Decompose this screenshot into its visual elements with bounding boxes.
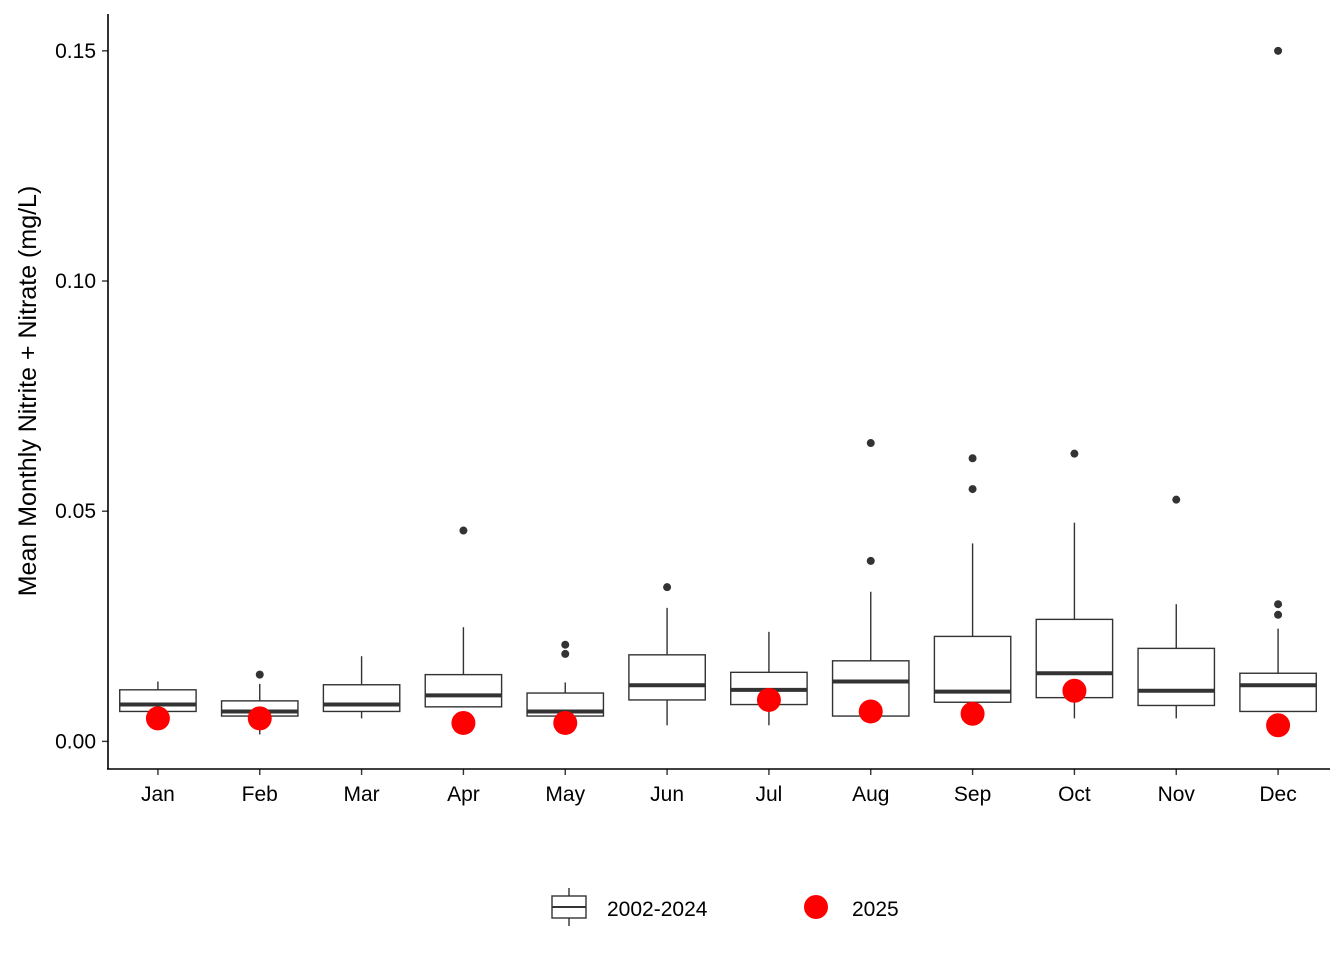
x-tick-label: Dec bbox=[1259, 783, 1296, 806]
outlier-point bbox=[968, 485, 977, 494]
box-iqr bbox=[628, 654, 706, 701]
box-nov bbox=[1137, 495, 1216, 719]
box-mar bbox=[322, 656, 401, 719]
outlier-point bbox=[968, 454, 977, 463]
box-iqr bbox=[424, 673, 503, 708]
point-2025-feb bbox=[247, 706, 272, 731]
point-2025-sep bbox=[960, 701, 985, 726]
point-2025-may bbox=[553, 710, 578, 735]
box-may bbox=[526, 640, 605, 717]
outlier-point bbox=[1274, 600, 1283, 609]
legend-label-2002-2024: 2002-2024 bbox=[607, 898, 708, 921]
box-iqr bbox=[1137, 647, 1216, 707]
x-tick-label: Jun bbox=[650, 783, 684, 806]
outlier-point bbox=[1070, 449, 1079, 458]
y-axis-ticks: 0.00 0.05 0.10 0.15 bbox=[55, 40, 108, 753]
point-2025-oct bbox=[1062, 678, 1087, 703]
point-2025-dec bbox=[1266, 713, 1291, 738]
outlier-point bbox=[459, 526, 468, 535]
box-apr bbox=[424, 526, 503, 708]
outlier-point bbox=[663, 583, 672, 592]
legend-point-key bbox=[804, 895, 828, 919]
y-tick-label: 0.15 bbox=[55, 40, 96, 63]
x-tick-label: Nov bbox=[1158, 783, 1196, 806]
y-tick-label: 0.00 bbox=[55, 730, 96, 753]
legend-box-key bbox=[551, 888, 587, 926]
x-tick-label: Sep bbox=[954, 783, 991, 806]
outlier-point bbox=[561, 640, 570, 649]
outlier-point bbox=[866, 556, 875, 565]
y-axis-title: Mean Monthly Nitrite + Nitrate (mg/L) bbox=[14, 186, 42, 597]
box-iqr bbox=[322, 684, 401, 713]
point-series bbox=[145, 678, 1291, 738]
x-tick-label: Jul bbox=[755, 783, 782, 806]
box-jun bbox=[628, 583, 706, 726]
legend-label-2025: 2025 bbox=[852, 898, 899, 921]
point-2025-jul bbox=[756, 687, 781, 712]
x-tick-label: Feb bbox=[242, 783, 278, 806]
point-2025-apr bbox=[451, 710, 476, 735]
point-2025-aug bbox=[858, 699, 883, 724]
box-jan bbox=[119, 681, 197, 713]
outlier-point bbox=[1172, 495, 1181, 504]
x-tick-label: Aug bbox=[852, 783, 889, 806]
x-tick-label: Mar bbox=[343, 783, 379, 806]
x-axis-ticks: Jan Feb Mar Apr May Jun Jul Aug Sep Oct Nov Dec bbox=[141, 769, 1297, 806]
x-tick-label: Apr bbox=[447, 783, 480, 806]
outlier-point bbox=[1274, 610, 1283, 619]
outlier-point bbox=[1274, 46, 1283, 55]
boxplot-series bbox=[119, 46, 1317, 735]
box-iqr bbox=[1239, 672, 1317, 713]
y-tick-label: 0.05 bbox=[55, 500, 96, 523]
box-oct bbox=[1035, 449, 1114, 719]
y-tick-label: 0.10 bbox=[55, 270, 96, 293]
box-aug bbox=[831, 439, 910, 717]
outlier-point bbox=[255, 670, 264, 679]
legend: 2002-2024 2025 bbox=[551, 888, 899, 926]
box-dec bbox=[1239, 46, 1317, 713]
x-tick-label: Oct bbox=[1058, 783, 1091, 806]
box-sep bbox=[933, 454, 1012, 703]
x-tick-label: Jan bbox=[141, 783, 175, 806]
outlier-point bbox=[866, 439, 875, 448]
x-tick-label: May bbox=[545, 783, 585, 806]
outlier-point bbox=[561, 649, 570, 658]
point-2025-jan bbox=[145, 706, 170, 731]
